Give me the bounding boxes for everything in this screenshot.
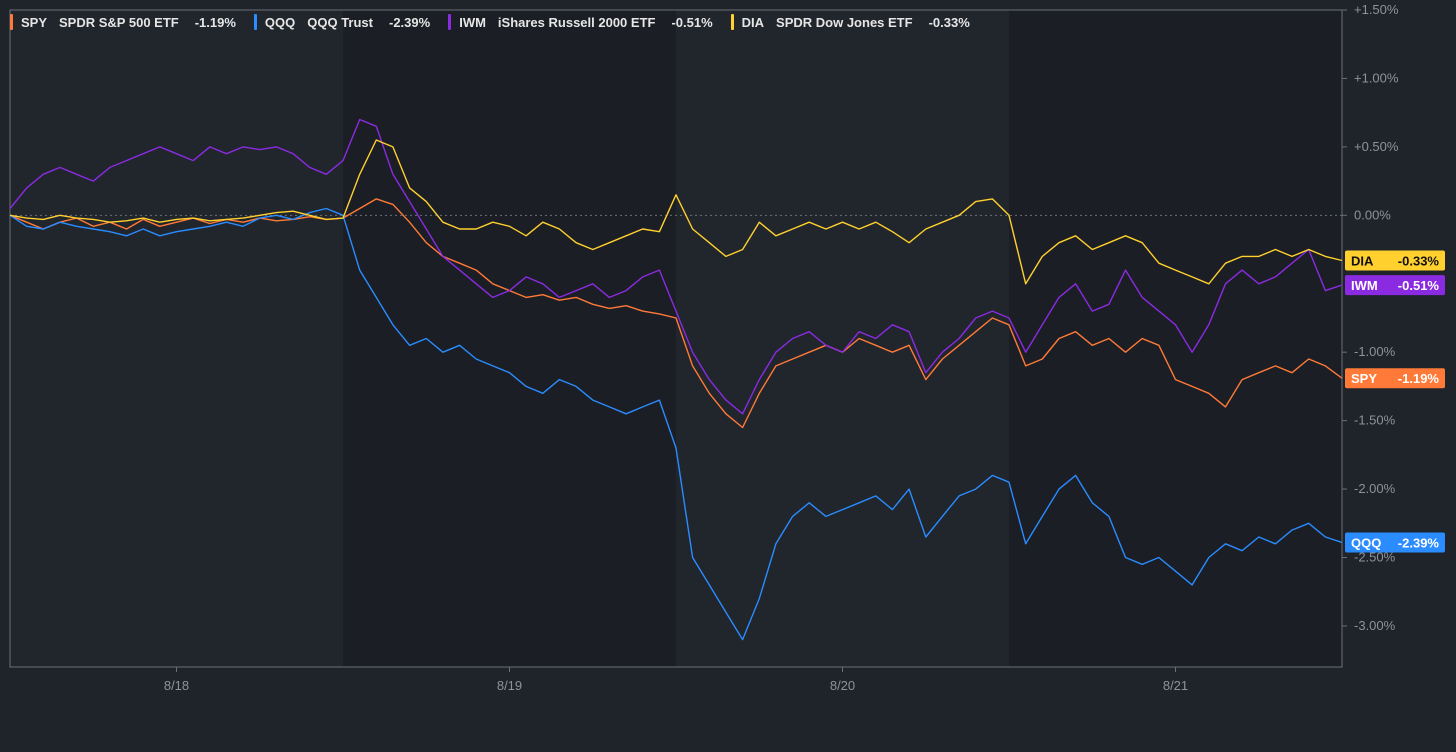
y-tick-label: +0.50% <box>1354 139 1399 154</box>
legend-name: QQQ Trust <box>307 14 373 30</box>
end-label-symbol: QQQ <box>1351 535 1381 550</box>
end-label-badge <box>1345 275 1445 296</box>
legend-swatch <box>448 14 452 30</box>
y-tick-label: -1.50% <box>1354 413 1396 428</box>
legend-symbol: SPY <box>21 14 48 30</box>
y-tick-label: 0.00% <box>1354 207 1391 222</box>
x-tick-label: 8/20 <box>830 678 855 693</box>
y-axis: +1.50% +1.00% +0.50% 0.00% -1.00% -1.50% -2.00… <box>1342 2 1399 633</box>
y-tick-label: -2.00% <box>1354 481 1396 496</box>
y-tick-label: +1.00% <box>1354 70 1399 85</box>
legend-symbol: DIA <box>741 14 765 30</box>
plot-area-border <box>9 9 1343 668</box>
legend-symbol: IWM <box>459 14 486 30</box>
end-label-value: -0.51% <box>1398 278 1440 293</box>
end-value-labels: DIA -0.33% IWM -0.51% SPY -1.19% QQQ -2.39% <box>1345 250 1445 553</box>
legend-name: SPDR Dow Jones ETF <box>776 14 913 30</box>
series-line-spy <box>9 198 1343 429</box>
end-label-value: -1.19% <box>1398 371 1440 386</box>
x-tick-label: 8/18 <box>164 678 189 693</box>
end-label-value: -2.39% <box>1398 535 1440 550</box>
y-tick-label: -2.50% <box>1354 550 1396 565</box>
legend-item-dia[interactable]: DIA SPDR Dow Jones ETF -0.33% <box>730 14 970 30</box>
legend-item-qqq[interactable]: QQQ QQQ Trust -2.39% <box>253 14 431 30</box>
session-band <box>676 10 1009 667</box>
session-bands <box>10 10 1342 667</box>
end-label-badge <box>1345 250 1445 271</box>
y-tick-label: -3.00% <box>1354 618 1396 633</box>
x-tick-label: 8/19 <box>497 678 522 693</box>
legend-item-spy[interactable]: SPY SPDR S&P 500 ETF -1.19% <box>10 14 236 30</box>
series-line-qqq <box>9 207 1343 641</box>
end-label-value: -0.33% <box>1398 253 1440 268</box>
end-label-dia: DIA -0.33% <box>1345 250 1445 271</box>
end-label-symbol: DIA <box>1351 253 1374 268</box>
legend-value: -0.33% <box>928 14 970 30</box>
end-label-badge <box>1345 368 1445 389</box>
legend-name: iShares Russell 2000 ETF <box>497 14 656 30</box>
end-label-symbol: IWM <box>1351 278 1378 293</box>
legend-swatch <box>253 14 257 30</box>
legend-swatch <box>10 14 13 30</box>
legend-value: -2.39% <box>389 14 431 30</box>
legend-swatch <box>730 14 734 30</box>
end-label-spy: SPY -1.19% <box>1345 368 1445 389</box>
legend: SPY SPDR S&P 500 ETF -1.19% QQQ QQQ Trust -2.… <box>10 14 970 30</box>
x-tick-label: 8/21 <box>1163 678 1188 693</box>
legend-name: SPDR S&P 500 ETF <box>59 14 179 30</box>
series-line-iwm <box>9 118 1343 415</box>
legend-value: -0.51% <box>671 14 713 30</box>
end-label-symbol: SPY <box>1351 371 1377 386</box>
end-label-badge <box>1345 532 1445 553</box>
y-tick-label: -1.00% <box>1354 344 1396 359</box>
end-label-qqq: QQQ -2.39% <box>1345 532 1445 553</box>
legend-symbol: QQQ <box>264 14 296 30</box>
legend-item-iwm[interactable]: IWM iShares Russell 2000 ETF -0.51% <box>448 14 713 30</box>
session-band <box>10 10 343 667</box>
series-lines <box>9 118 1343 641</box>
series-line-dia <box>9 139 1343 285</box>
x-axis: 8/18 8/19 8/20 8/21 <box>164 667 1188 693</box>
session-band <box>343 10 676 667</box>
session-band <box>1009 10 1342 667</box>
y-tick-label: +1.50% <box>1354 2 1399 17</box>
end-label-iwm: IWM -0.51% <box>1345 275 1445 296</box>
legend-value: -1.19% <box>194 14 236 30</box>
